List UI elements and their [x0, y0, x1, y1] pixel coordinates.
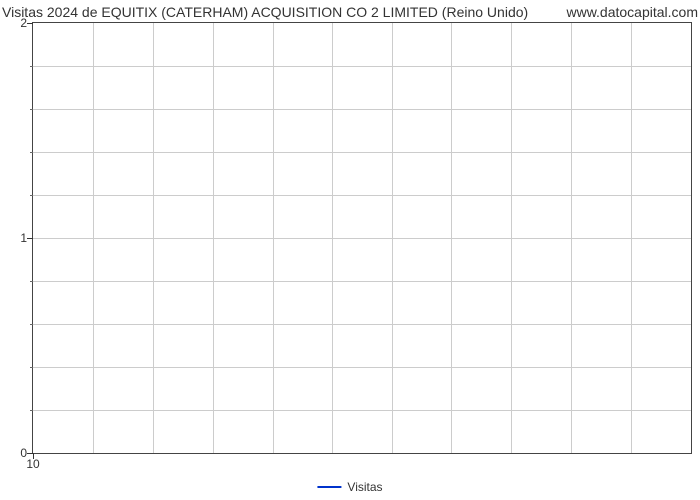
- gridline-vertical: [273, 23, 274, 453]
- gridline-vertical: [631, 23, 632, 453]
- plot-area: 01210: [32, 22, 692, 454]
- chart-attribution: www.datocapital.com: [566, 4, 698, 20]
- gridline-horizontal: [33, 152, 691, 153]
- x-tick-label: 10: [26, 457, 39, 471]
- gridline-vertical: [213, 23, 214, 453]
- legend-label: Visitas: [347, 480, 382, 494]
- gridline-vertical: [332, 23, 333, 453]
- y-minor-tick-mark: [30, 410, 33, 411]
- gridline-vertical: [511, 23, 512, 453]
- gridline-vertical: [571, 23, 572, 453]
- y-tick-label: 1: [20, 231, 27, 245]
- gridline-horizontal: [33, 109, 691, 110]
- gridline-horizontal: [33, 324, 691, 325]
- gridline-vertical: [451, 23, 452, 453]
- y-minor-tick-mark: [30, 367, 33, 368]
- y-minor-tick-mark: [30, 109, 33, 110]
- gridline-vertical: [153, 23, 154, 453]
- y-tick-label: 2: [20, 16, 27, 30]
- y-minor-tick-mark: [30, 66, 33, 67]
- gridline-horizontal: [33, 281, 691, 282]
- y-minor-tick-mark: [30, 324, 33, 325]
- y-minor-tick-mark: [30, 195, 33, 196]
- gridline-vertical: [392, 23, 393, 453]
- y-tick-mark: [27, 238, 33, 239]
- y-minor-tick-mark: [30, 281, 33, 282]
- chart-title: Visitas 2024 de EQUITIX (CATERHAM) ACQUI…: [2, 4, 528, 20]
- legend-line: [317, 486, 341, 488]
- gridline-horizontal: [33, 367, 691, 368]
- gridline-horizontal: [33, 238, 691, 239]
- gridline-horizontal: [33, 195, 691, 196]
- gridline-horizontal: [33, 410, 691, 411]
- y-minor-tick-mark: [30, 152, 33, 153]
- legend: Visitas: [317, 480, 382, 494]
- gridline-vertical: [93, 23, 94, 453]
- y-tick-mark: [27, 23, 33, 24]
- gridline-horizontal: [33, 66, 691, 67]
- x-tick-mark: [33, 453, 34, 459]
